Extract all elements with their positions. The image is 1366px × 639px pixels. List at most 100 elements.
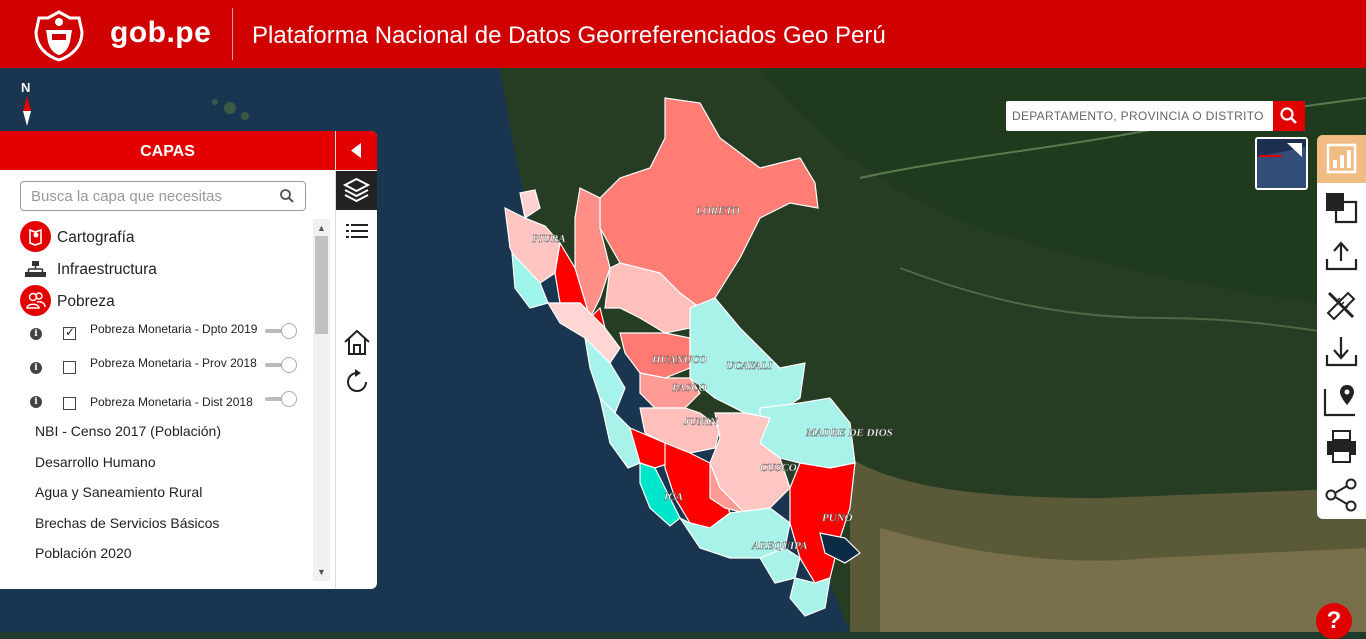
people-icon: [20, 285, 51, 316]
region-junin: [639, 407, 721, 454]
sublayer-checkbox[interactable]: ✓: [63, 325, 76, 340]
map-icon: [20, 221, 51, 252]
layers-icon: [342, 177, 371, 203]
chart-icon: [1326, 143, 1357, 174]
category-label: Pobreza: [57, 293, 115, 310]
region-pasco: [639, 372, 701, 409]
label-cusco: CUSCO: [760, 462, 797, 474]
sublayer-label: Pobreza Monetaria - Dist 2018: [90, 395, 253, 409]
peru-coat-of-arms-logo[interactable]: [30, 8, 88, 62]
slider-knob[interactable]: [281, 357, 297, 373]
collapse-panel-button[interactable]: [336, 131, 377, 170]
sublayer-pobreza-dpto: i ✓ Pobreza Monetaria - Dpto 2019: [0, 322, 312, 357]
print-icon: [1327, 430, 1356, 463]
region-ucayali: [689, 297, 806, 419]
page-title: Plataforma Nacional de Datos Georreferen…: [252, 22, 886, 49]
region-apurimac: [709, 462, 747, 515]
label-huanuco: HUANUCO: [651, 354, 707, 366]
region-lambayeque: [511, 251, 549, 309]
upload-tool-button[interactable]: [1317, 231, 1366, 279]
map-tools-toolbar: [1317, 135, 1366, 519]
layer-group-desarrollo-humano[interactable]: Desarrollo Humano: [35, 454, 156, 470]
scroll-down-icon[interactable]: ▼: [317, 567, 326, 577]
panel-side-strip: [335, 131, 377, 589]
sublayer-label: Pobreza Monetaria - Prov 2018: [90, 356, 257, 370]
layer-group-brechas[interactable]: Brechas de Servicios Básicos: [35, 515, 220, 531]
info-icon[interactable]: i: [30, 362, 42, 374]
measure-tool-button[interactable]: [1317, 279, 1366, 327]
region-moquegua: [759, 547, 801, 584]
legend-list-button[interactable]: [342, 217, 372, 247]
locate-tool-button[interactable]: [1317, 375, 1366, 423]
region-titicaca: [819, 532, 861, 564]
layer-search-field[interactable]: Busca la capa que necesitas: [20, 181, 306, 211]
location-search-input[interactable]: DEPARTAMENTO, PROVINCIA O DISTRITO: [1012, 109, 1264, 123]
region-la-libertad: [546, 302, 621, 364]
layer-search-input[interactable]: Busca la capa que necesitas: [31, 188, 222, 205]
info-icon[interactable]: i: [30, 328, 42, 340]
label-piura: PIURA: [532, 233, 566, 245]
region-tumbes: [519, 189, 541, 219]
sublayer-pobreza-dist: i Pobreza Monetaria - Dist 2018: [0, 391, 312, 425]
slider-knob[interactable]: [281, 323, 297, 339]
location-search-box[interactable]: DEPARTAMENTO, PROVINCIA O DISTRITO: [1006, 101, 1305, 131]
location-search-button[interactable]: [1273, 101, 1305, 131]
search-icon: [280, 189, 294, 203]
info-icon[interactable]: i: [30, 396, 42, 408]
opacity-slider[interactable]: [265, 357, 297, 373]
statistics-tool-button[interactable]: [1317, 135, 1366, 183]
help-button[interactable]: ?: [1316, 603, 1352, 639]
sublayer-checkbox[interactable]: [63, 397, 76, 410]
scroll-thumb[interactable]: [315, 236, 328, 334]
label-ica: ICA: [663, 491, 683, 503]
region-amazonas: [574, 187, 611, 320]
slider-knob[interactable]: [281, 391, 297, 407]
gob-pe-brand[interactable]: gob.pe: [110, 16, 212, 49]
layers-tab-button[interactable]: [336, 171, 377, 210]
overlay-tool-button[interactable]: [1317, 183, 1366, 231]
opacity-slider[interactable]: [265, 391, 297, 407]
region-tacna: [789, 577, 831, 617]
share-tool-button[interactable]: [1317, 471, 1366, 519]
home-extent-button[interactable]: [342, 327, 372, 357]
sublayer-pobreza-prov: i Pobreza Monetaria - Prov 2018: [0, 356, 312, 391]
label-loreto: LORETO: [695, 205, 740, 217]
refresh-icon: [347, 369, 367, 392]
download-icon: [1325, 337, 1358, 367]
region-huancavelica: [629, 426, 671, 469]
choropleth-map[interactable]: LORETO PIURA HUANUCO UCAYALI PASCO JUNIN…: [0, 68, 1366, 632]
scroll-up-icon[interactable]: ▲: [317, 223, 326, 233]
label-ucayali: UCAYALI: [726, 360, 773, 372]
layers-panel-title: CAPAS: [0, 131, 335, 170]
header-divider: [232, 8, 233, 60]
north-arrow-icon: [23, 96, 31, 126]
list-icon: [346, 224, 368, 238]
basemap-thumbnail-icon: [1257, 139, 1306, 188]
layer-group-agua-saneamiento[interactable]: Agua y Saneamiento Rural: [35, 484, 203, 500]
home-icon: [344, 329, 370, 355]
checkmark-icon: ✓: [65, 325, 76, 339]
category-label: Cartografía: [57, 229, 135, 246]
layer-list-scrollbar[interactable]: ▲ ▼: [313, 219, 330, 581]
layer-list[interactable]: Cartografía Infraestructura Pobreza i ✓ …: [0, 219, 312, 581]
share-icon: [1325, 478, 1357, 512]
layers-panel: CAPAS Busca la capa que necesitas Cartog…: [0, 131, 335, 589]
network-icon: [20, 253, 51, 284]
layer-group-nbi[interactable]: NBI - Censo 2017 (Población): [35, 423, 221, 439]
sublayer-label: Pobreza Monetaria - Dpto 2019: [90, 322, 258, 336]
download-tool-button[interactable]: [1317, 327, 1366, 375]
opacity-slider[interactable]: [265, 323, 297, 339]
label-puno: PUNO: [822, 512, 853, 524]
upload-icon: [1325, 241, 1358, 271]
sublayer-checkbox[interactable]: [63, 361, 76, 374]
measure-icon: [1326, 291, 1356, 321]
category-label: Infraestructura: [57, 261, 157, 278]
layer-group-poblacion[interactable]: Población 2020: [35, 545, 132, 561]
label-junin: JUNIN: [683, 416, 719, 428]
label-madre-de-dios: MADRE DE DIOS: [805, 427, 893, 439]
refresh-button[interactable]: [342, 367, 372, 397]
region-cusco: [709, 412, 791, 514]
location-icon: [1323, 385, 1355, 417]
basemap-switcher[interactable]: [1255, 137, 1308, 190]
print-tool-button[interactable]: [1317, 423, 1366, 471]
